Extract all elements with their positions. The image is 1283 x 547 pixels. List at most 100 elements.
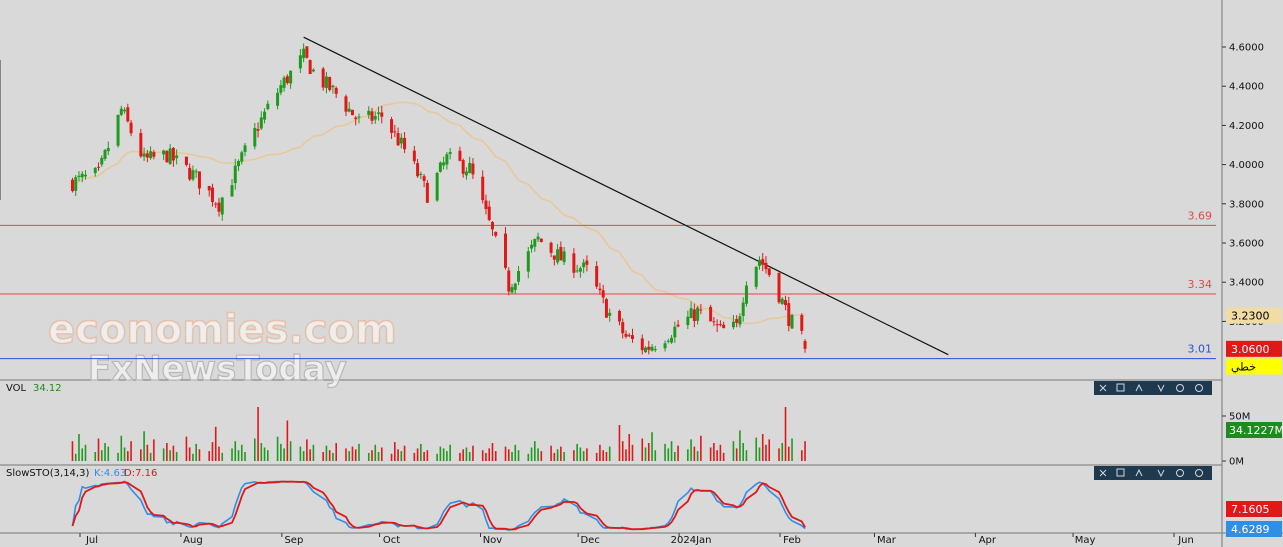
candle-body [142,153,146,157]
volume-bar [449,444,451,461]
volume-bar [260,443,263,461]
volume-bar [400,451,403,461]
candle-body [399,137,403,144]
volume-bar [560,446,562,461]
volume-bar [468,452,471,461]
volume-bar [465,447,468,461]
candle-body [175,155,179,159]
candle-body [184,156,188,165]
volume-bar [625,449,627,461]
volume-bar [166,443,168,461]
settings-icon[interactable] [1176,469,1184,477]
volume-bar [514,444,517,461]
candle-body [604,299,608,318]
volume-bar [237,450,240,461]
volume-tick-label: 50M [1229,412,1250,423]
settings-icon[interactable] [1176,384,1184,392]
candle-body [126,107,130,122]
candle-body [556,249,560,263]
volume-bar [605,452,608,461]
close-icon[interactable] [1099,384,1107,392]
volume-bar [563,452,565,461]
candle-body [539,238,543,242]
panel-menu-icon[interactable] [1195,469,1203,477]
price-tick-label: 4.4000 [1229,82,1264,93]
volume-bar [416,448,419,461]
volume-bar [162,448,165,461]
volume-bar [472,445,474,461]
volume-bar [582,451,585,461]
price-tick-label: 3.8000 [1229,199,1264,210]
move-up-icon[interactable] [1135,468,1143,477]
volume-bar [439,446,442,461]
candle-body [630,335,634,339]
volume-bar [426,450,429,461]
window-icon[interactable] [1116,468,1125,477]
candle-body [259,117,263,129]
candle-body [311,69,315,72]
candle-body [129,122,133,134]
volume-bar [306,439,308,461]
candle-body [412,150,416,162]
candle-body [504,233,508,268]
volume-bar [537,448,539,461]
volume-bar [696,451,699,461]
candle-body [396,133,400,146]
time-tick-label: Dec [580,535,599,546]
candle-body [676,324,680,327]
volume-bar [573,450,575,461]
volume-bar [195,443,197,461]
panel-menu-icon[interactable] [1195,384,1203,392]
candle-body [217,202,221,212]
time-tick-label: Aug [183,535,203,546]
candle-body [640,338,644,351]
candle-body [324,76,328,88]
volume-bar [74,453,77,461]
volume-bar [328,450,331,461]
candle-body [468,163,472,174]
volume-bar [700,435,702,461]
move-up-icon[interactable] [1135,383,1143,392]
candle-body [256,129,260,131]
volume-bar [185,436,188,461]
candle-body [761,259,765,265]
price-badge: 3.2300 [1226,307,1282,324]
volume-bar [367,452,370,461]
window-icon[interactable] [1116,383,1125,392]
volume-bar [459,452,461,461]
volume-badge: 34.1227M [1226,422,1283,438]
candle-body [653,349,657,351]
candle-body [738,316,742,325]
volume-bar [722,452,725,461]
volume-bar [234,441,237,461]
candle-body [168,148,172,164]
candle-body [787,303,791,327]
candle-body [670,337,674,343]
volume-bar [253,438,256,461]
volume-bar [302,451,305,461]
move-down-icon[interactable] [1157,384,1165,393]
candle-body [487,206,491,220]
volume-bar [553,452,556,461]
candle-body [237,161,241,167]
move-down-icon[interactable] [1157,469,1165,478]
volume-bar [335,443,337,461]
candle-body [367,110,371,115]
volume-bar [214,426,217,461]
candle-body [484,200,488,210]
candle-body [298,55,302,69]
volume-bar [670,441,673,461]
volume-bar [289,441,292,461]
close-icon[interactable] [1099,469,1107,477]
volume-bar [208,451,211,461]
volume-bar [211,442,214,461]
candle-body [302,48,306,59]
time-tick-label: May [1075,535,1096,546]
candle-body [490,221,494,230]
volume-bar [781,443,784,461]
volume-bar [791,438,793,461]
volume-bar [628,434,631,461]
candle-body [777,273,781,303]
volume-bar [332,452,334,461]
